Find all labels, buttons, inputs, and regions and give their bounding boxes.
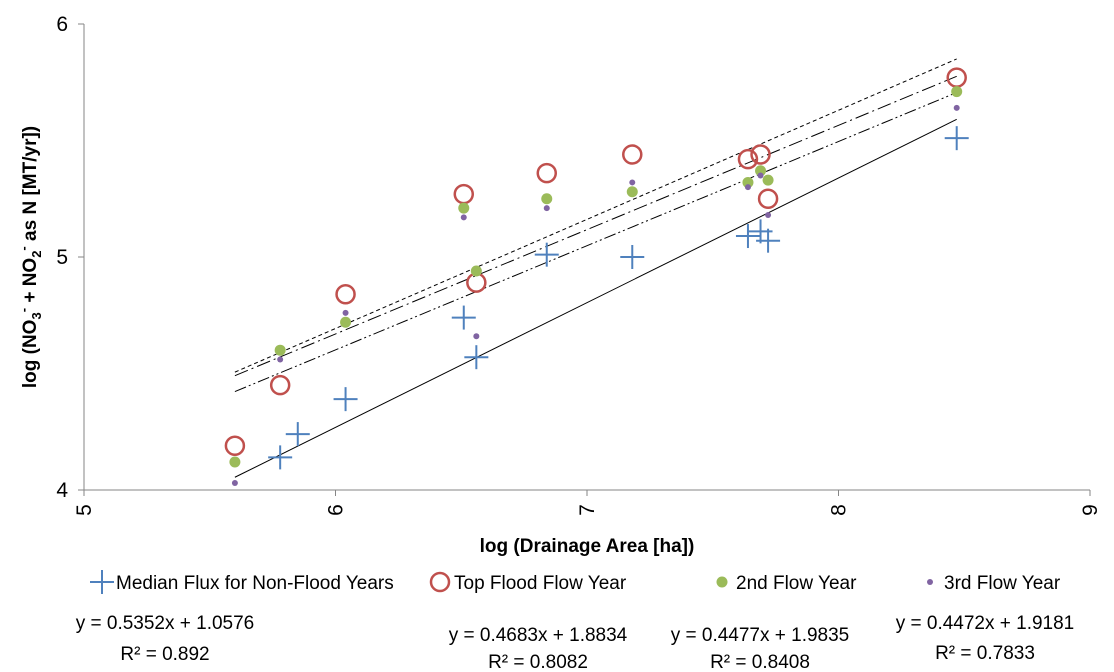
data-point-series-3 [277,356,284,363]
y-axis-title-sup1: - [16,308,31,312]
legend: Median Flux for Non-Flood Years Top Flood… [90,570,1061,594]
trendlines [234,58,957,478]
y-tick-label: 4 [56,479,68,502]
data-point-series-2 [470,265,482,277]
legend-marker [90,570,114,594]
x-tick-label: 9 [1079,504,1102,516]
data-point-series-1 [335,284,356,305]
trendline-equation: y = 0.5352x + 1.0576 [76,613,255,634]
data-point-series-3 [473,333,480,340]
trendline-r-squared: R² = 0.8082 [488,652,588,672]
trendline-equations: y = 0.5352x + 1.0576 R² = 0.892 y = 0.4683… [76,613,1075,672]
trendline-r-squared: R² = 0.8408 [710,652,810,672]
trendline [234,118,957,478]
y-axis-title-sup2: - [16,246,31,250]
data-point-series-3 [744,184,751,191]
legend-label: Top Flood Flow Year [454,573,627,594]
data-point-series-1 [946,67,967,88]
data-point-series-0 [451,305,476,330]
data-point-series-2 [340,316,352,328]
legend-label: Median Flux for Non-Flood Years [116,573,394,594]
data-point-series-1 [622,144,643,165]
x-tick-label: 7 [576,504,599,516]
data-point-series-2 [742,176,754,188]
data-point-series-3 [629,179,636,186]
trendline-equation: y = 0.4472x + 1.9181 [896,613,1075,634]
data-point-series-3 [543,205,550,212]
data-point-series-0 [333,387,358,412]
data-point-series-0 [534,242,559,267]
axes [78,23,1091,496]
data-point-series-1 [536,162,558,184]
data-point-series-2 [626,186,638,198]
data-point-series-2 [762,174,774,186]
data-point-series-1 [750,144,771,165]
data-point-series-2 [458,202,470,214]
data-point-series-3 [765,212,772,219]
data-point-series-3 [460,214,467,221]
legend-marker [716,576,728,588]
trendline-r-squared: R² = 0.7833 [935,643,1035,664]
legend-marker [429,571,451,593]
data-point-series-3 [231,480,238,487]
x-tick-label: 5 [73,504,96,516]
trendline-equation: y = 0.4477x + 1.9835 [671,625,850,646]
data-point-series-2 [274,344,286,356]
x-tick-label: 6 [325,504,348,516]
trendline-r-squared: R² = 0.892 [120,644,209,665]
data-point-series-0 [735,224,760,249]
data-point-series-1 [224,435,246,456]
data-point-series-2 [229,456,241,468]
data-point-series-3 [953,104,960,111]
y-axis-title-sub1: 3 [29,312,44,319]
trendline [234,92,957,393]
data-point-series-0 [756,228,781,253]
trendline [234,75,957,377]
data-point-series-0 [285,422,310,447]
data-point-series-1 [757,188,779,209]
data-point-series-0 [944,126,969,151]
data-point-series-0 [464,345,489,370]
y-tick-label: 6 [56,13,68,36]
legend-label: 3rd Flow Year [944,573,1061,594]
y-tick-label: 5 [56,246,68,269]
data-point-series-2 [951,86,963,98]
trendline [234,58,957,373]
data-point-series-1 [737,148,759,170]
data-point-series-2 [755,165,767,177]
data-points [224,67,969,487]
data-point-series-0 [268,445,293,470]
y-axis-title-middle: + NO [20,258,41,308]
data-point-series-3 [342,309,349,316]
x-axis-title: log (Drainage Area [ha]) [480,536,695,557]
data-point-series-1 [269,374,291,396]
y-axis-title-prefix: log (NO [20,320,41,389]
y-axis-title-sub2: 2 [29,251,44,258]
legend-marker [927,579,933,585]
data-point-series-0 [620,245,645,269]
x-tick-label: 8 [828,504,851,516]
y-axis-title-suffix: as N [MT/yr]) [20,126,41,246]
trendline-equation: y = 0.4683x + 1.8834 [449,625,628,646]
data-point-series-2 [541,193,553,205]
data-point-series-3 [757,172,764,179]
legend-label: 2nd Flow Year [736,573,857,594]
data-point-series-1 [453,183,475,205]
y-axis-title: log (NO3- + NO2- as N [MT/yr]) [16,126,44,388]
